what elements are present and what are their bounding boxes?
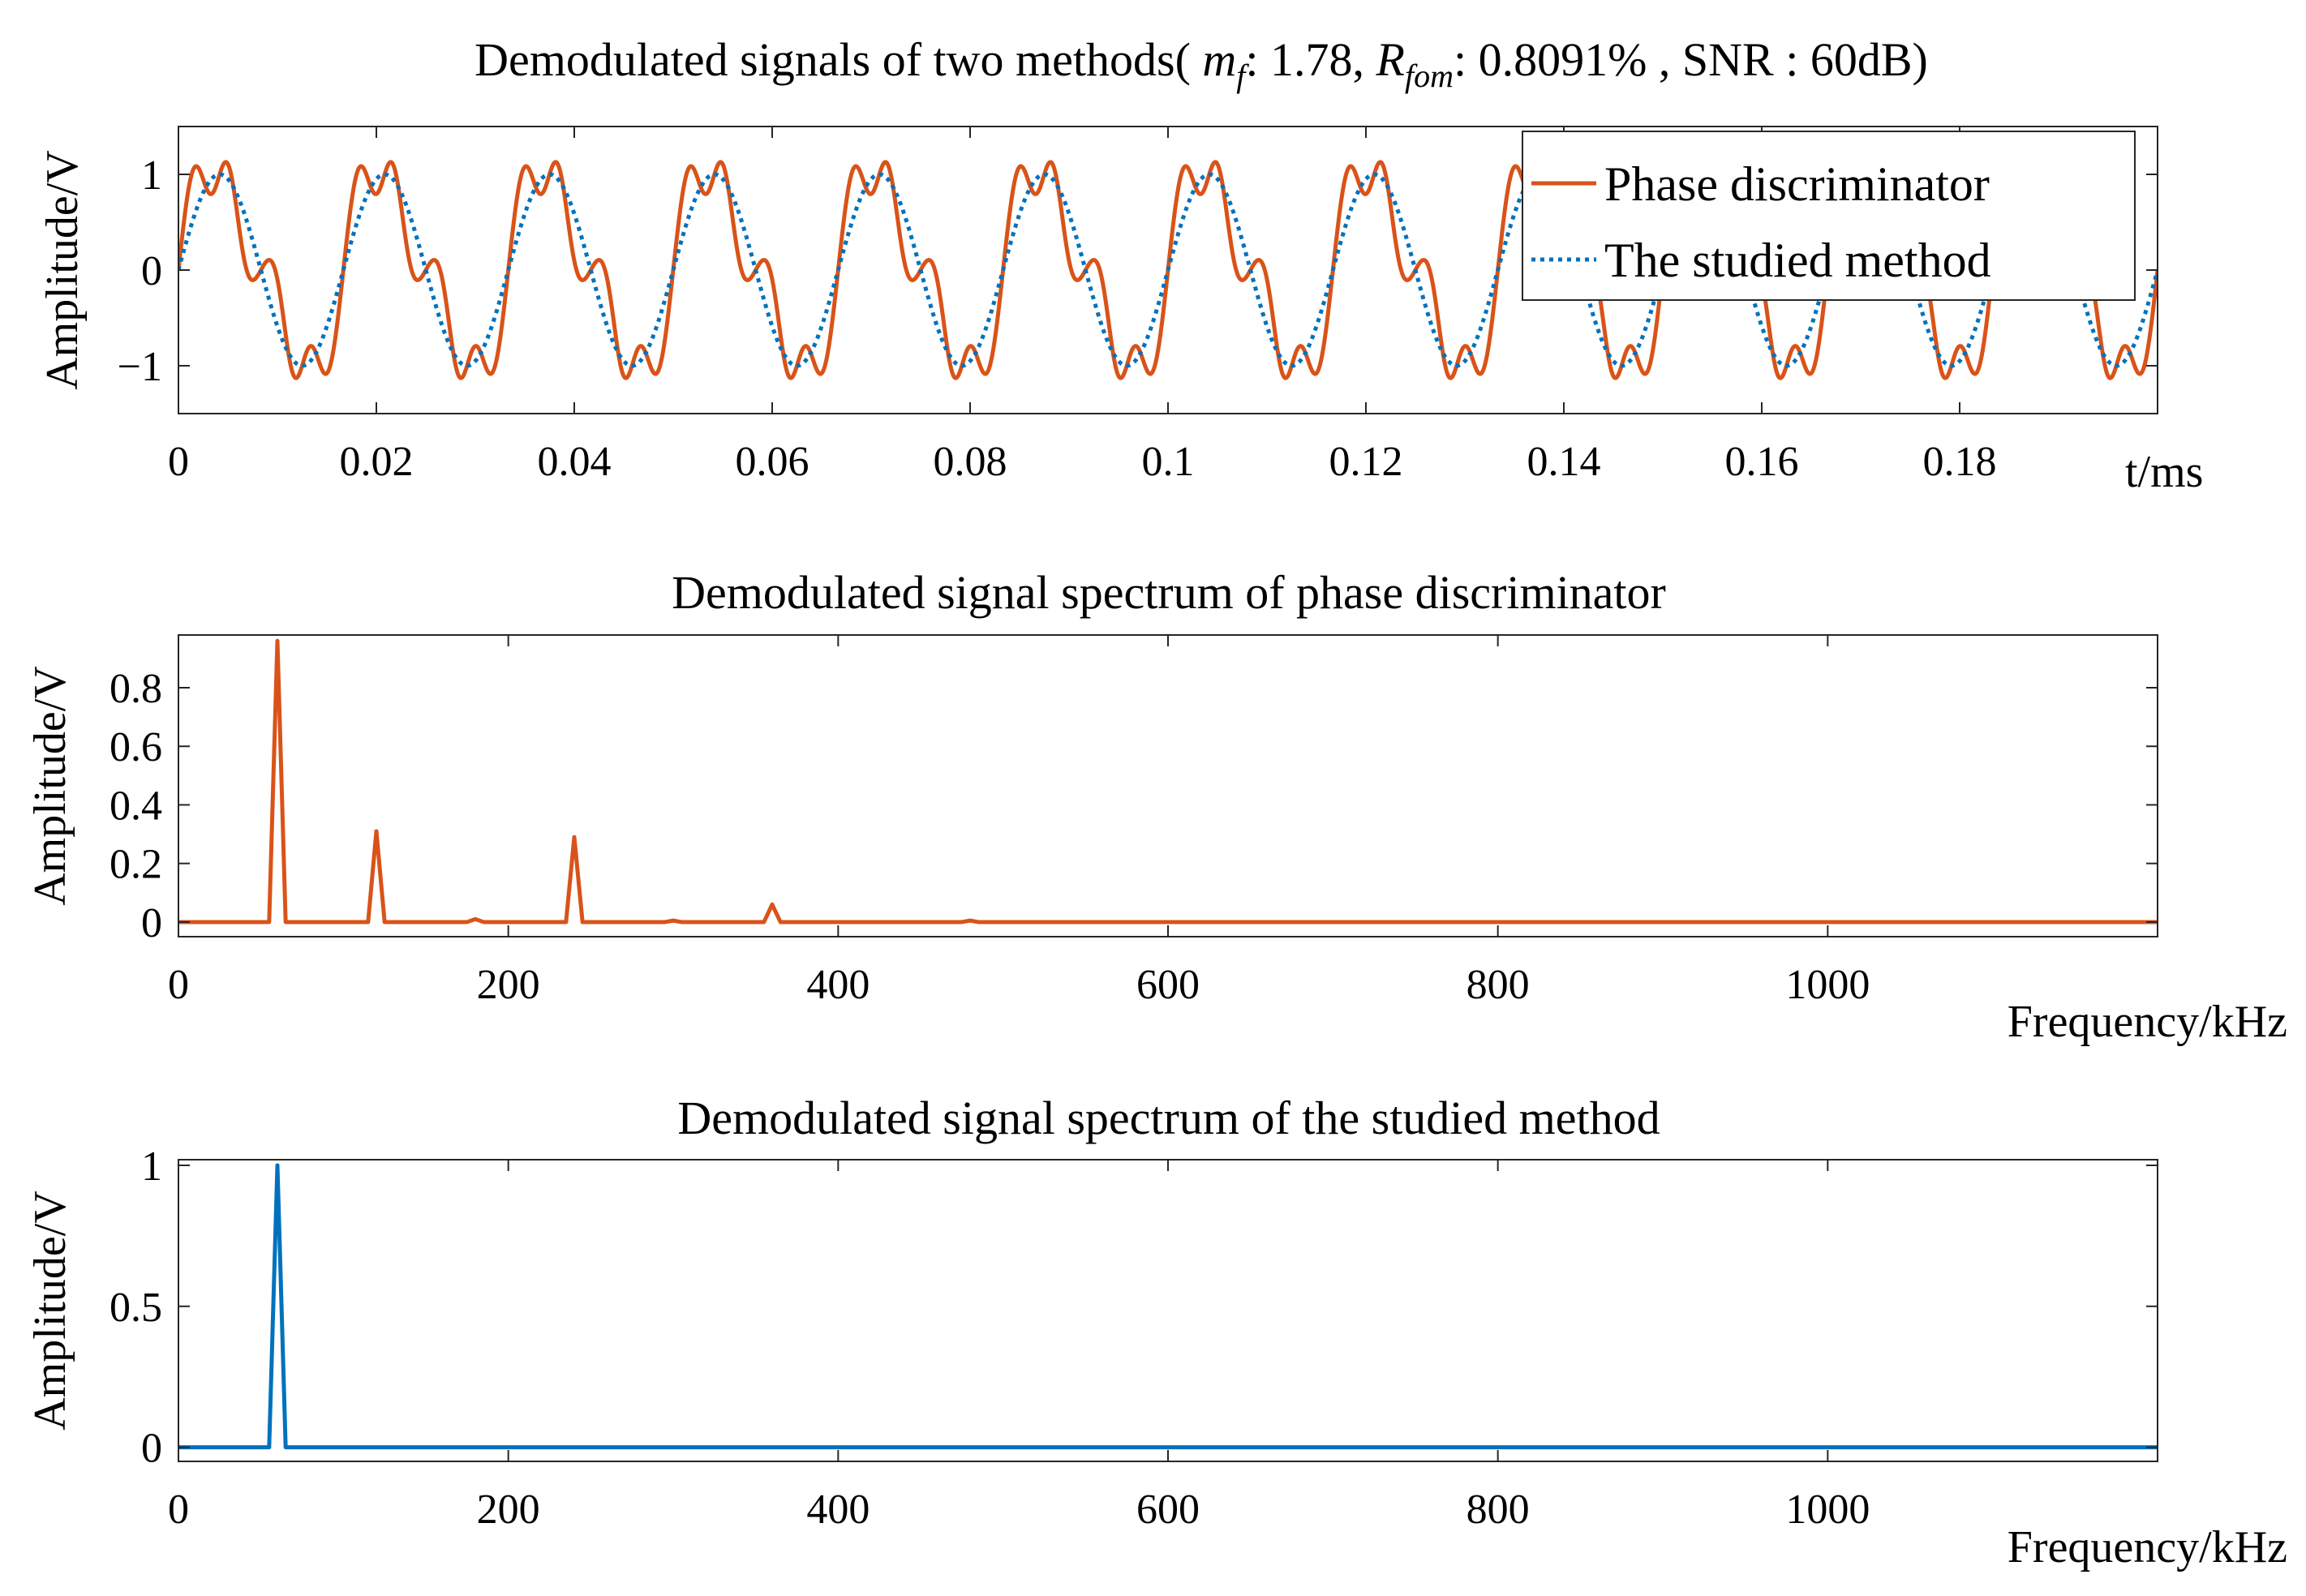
- y-tick-label: −1: [118, 344, 162, 390]
- x-tick-label: 0.04: [538, 439, 612, 485]
- x-tick-label: 0: [168, 962, 189, 1008]
- x-axis-label: Frequency/kHz: [2008, 997, 2287, 1047]
- legend-label: The studied method: [1604, 234, 1991, 287]
- chart-title: Demodulated signal spectrum of phase dis…: [672, 566, 1666, 619]
- x-tick-label: 0.06: [736, 439, 809, 485]
- x-tick-label: 400: [806, 1487, 870, 1533]
- y-tick-label: 0: [141, 900, 162, 946]
- x-tick-label: 1000: [1785, 1487, 1870, 1533]
- x-tick-label: 0.14: [1527, 439, 1601, 485]
- x-tick-label: 1000: [1785, 962, 1870, 1008]
- y-tick-label: 0: [141, 1426, 162, 1472]
- chart-title: Demodulated signal spectrum of the studi…: [677, 1092, 1660, 1144]
- y-ticks: 00.51: [110, 1143, 2158, 1472]
- x-tick-label: 400: [806, 962, 870, 1008]
- x-tick-label: 0.02: [340, 439, 414, 485]
- y-ticks: 0 0.2 0.4 0.6 0.8: [110, 666, 2158, 946]
- x-tick-label: 200: [477, 1487, 540, 1533]
- x-axis-label: t/ms: [2125, 447, 2203, 497]
- y-axis-label: Amplitude/V: [25, 1191, 75, 1431]
- x-tick-label: 0.18: [1923, 439, 1997, 485]
- x-tick-label: 600: [1136, 962, 1200, 1008]
- chart-title: Demodulated signals of two methods( mf: …: [475, 33, 1928, 94]
- x-tick-label: 600: [1136, 1487, 1200, 1533]
- x-tick-label: 800: [1466, 1487, 1530, 1533]
- y-axis-label: Amplitude/V: [25, 666, 75, 906]
- y-axis-label: Amplitude/V: [37, 150, 88, 390]
- x-tick-label: 200: [477, 962, 540, 1008]
- y-tick-label: 0.5: [110, 1285, 162, 1331]
- x-tick-label: 800: [1466, 962, 1530, 1008]
- x-ticks: 0 0.02 0.04 0.06 0.08 0.1 0.12 0.14 0.16 0.18: [168, 127, 1997, 485]
- x-axis-label: Frequency/kHz: [2008, 1522, 2287, 1572]
- panel-time-signals: Demodulated signals of two methods( mf: …: [37, 33, 2203, 497]
- x-tick-label: 0.08: [934, 439, 1007, 485]
- x-ticks: 0 200 400 600 800 1000: [168, 635, 1870, 1008]
- y-tick-label: 0.4: [110, 783, 162, 829]
- panel-studied-method-spectrum: Demodulated signal spectrum of the studi…: [25, 1092, 2287, 1572]
- x-tick-label: 0: [168, 1487, 189, 1533]
- y-tick-label: 1: [141, 1143, 162, 1190]
- x-ticks: 0 200 400 600 800 1000: [168, 1160, 1870, 1533]
- x-tick-label: 0.12: [1329, 439, 1403, 485]
- y-ticks: −1 0 1: [118, 152, 2158, 390]
- legend: Phase discriminator The studied method: [1522, 131, 2136, 301]
- legend-box: [1522, 131, 2136, 301]
- x-tick-label: 0.16: [1725, 439, 1799, 485]
- y-tick-label: 0.8: [110, 666, 162, 712]
- y-tick-label: 0: [141, 248, 162, 294]
- plot-area: [178, 635, 2158, 937]
- panel-phase-discriminator-spectrum: Demodulated signal spectrum of phase dis…: [25, 566, 2287, 1047]
- legend-label: Phase discriminator: [1604, 157, 1990, 211]
- y-tick-label: 0.2: [110, 842, 162, 888]
- x-tick-label: 0.1: [1142, 439, 1195, 485]
- y-tick-label: 0.6: [110, 724, 162, 770]
- plot-area: [178, 1160, 2158, 1461]
- series-group: [178, 638, 2158, 925]
- x-tick-label: 0: [168, 439, 189, 485]
- series-group: [178, 1163, 2158, 1450]
- y-tick-label: 1: [141, 152, 162, 199]
